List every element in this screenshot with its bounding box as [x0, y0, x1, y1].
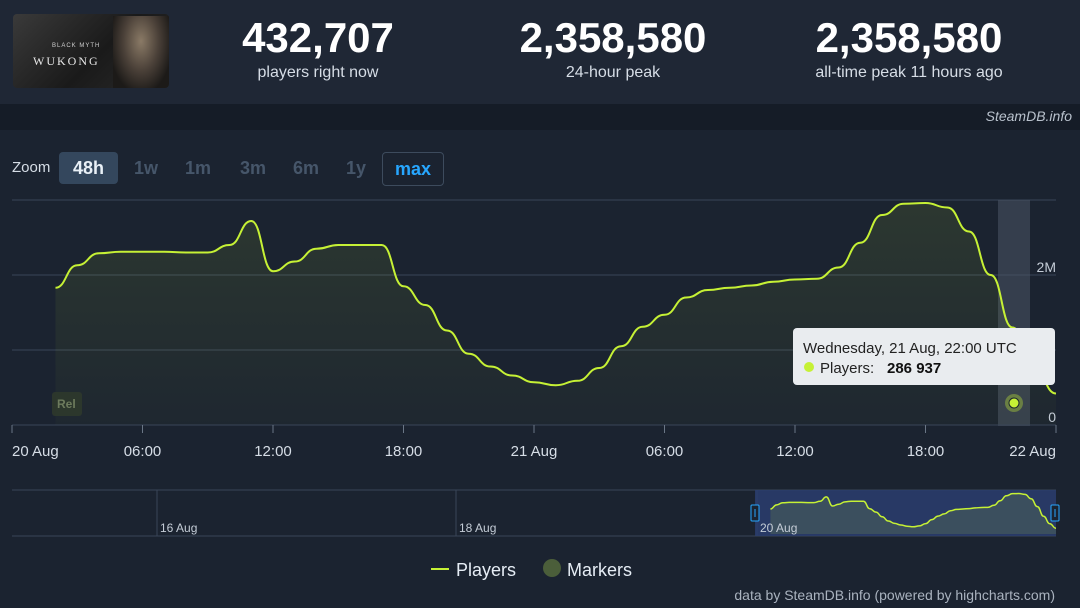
source-credit[interactable]: SteamDB.info — [985, 108, 1072, 124]
x-tick-label: 21 Aug — [511, 443, 558, 460]
release-marker-box — [52, 392, 82, 416]
zoom-3m-button[interactable]: 3m — [239, 158, 266, 178]
tooltip: Wednesday, 21 Aug, 22:00 UTC Players: 28… — [793, 328, 1055, 385]
game-logo[interactable]: BLACK MYTH WUKONG — [13, 14, 169, 88]
legend-item-players[interactable]: Players — [431, 560, 516, 580]
x-tick-label: 06:00 — [646, 443, 684, 460]
zoom-48h-button[interactable]: 48h — [59, 152, 118, 184]
players-series-line[interactable] — [55, 201, 1057, 395]
legend-markers-swatch — [543, 559, 561, 577]
x-tick-label: 18:00 — [385, 443, 423, 460]
zoom-label: Zoom — [12, 159, 51, 176]
stat-value: 432,707 — [242, 14, 394, 61]
x-tick-label: 18:00 — [907, 443, 945, 460]
header-divider — [0, 104, 1080, 130]
logo-small-text: BLACK MYTH — [52, 43, 101, 49]
stat-label: 24-hour peak — [565, 64, 661, 81]
y-axis: 0 2M — [1037, 259, 1057, 425]
x-tick-label: 12:00 — [254, 443, 292, 460]
y-tick-label: 2M — [1037, 259, 1056, 275]
zoom-1m-button[interactable]: 1m — [184, 158, 211, 178]
stat-value: 2,358,580 — [519, 14, 707, 61]
zoom-6m-button[interactable]: 6m — [292, 158, 319, 178]
legend-markers-label: Markers — [567, 560, 632, 580]
x-axis: 20 Aug 06:00 12:00 18:00 21 Aug 06:00 12:00 18:… — [11, 424, 1057, 460]
release-marker-label: Rel — [57, 397, 76, 411]
x-tick-label: 22 Aug — [1009, 443, 1056, 460]
logo-big-text: WUKONG — [33, 54, 100, 68]
stat-current-players: 432,707 players right now — [218, 14, 418, 84]
footer-credit[interactable]: data by SteamDB.info (powered by highcha… — [734, 587, 1055, 603]
tooltip-series-label: Players: — [820, 360, 874, 377]
stat-label: all-time peak 11 hours ago — [815, 64, 1003, 81]
x-tick-label: 20 Aug — [12, 443, 59, 460]
navigator-label: 20 Aug — [760, 521, 797, 535]
tooltip-box — [793, 328, 1055, 385]
stat-label: players right now — [257, 64, 379, 81]
tooltip-title: Wednesday, 21 Aug, 22:00 UTC — [803, 340, 1017, 357]
legend: Players Markers — [431, 559, 632, 580]
x-tick-label: 12:00 — [776, 443, 814, 460]
navigator-label: 16 Aug — [160, 521, 197, 535]
x-tick-label: 06:00 — [124, 443, 162, 460]
y-tick-label: 0 — [1048, 409, 1056, 425]
stat-all-time-peak: 2,358,580 all-time peak 11 hours ago — [789, 14, 1029, 84]
stat-value: 2,358,580 — [815, 14, 1003, 61]
stats-header: BLACK MYTH WUKONG 432,707 players right … — [0, 0, 1080, 104]
legend-players-label: Players — [456, 560, 516, 580]
zoom-1w-button[interactable]: 1w — [133, 158, 158, 178]
navigator[interactable]: 16 Aug 18 Aug 20 Aug — [12, 489, 1060, 537]
navigator-series-line — [770, 492, 1057, 530]
stat-24h-peak: 2,358,580 24-hour peak — [503, 14, 723, 84]
hover-point[interactable] — [1008, 397, 1020, 409]
zoom-max-button[interactable]: max — [382, 152, 444, 186]
zoom-1y-button[interactable]: 1y — [345, 158, 367, 178]
navigator-selected-range[interactable] — [755, 490, 1056, 536]
tooltip-series-dot — [804, 362, 814, 372]
legend-item-markers[interactable]: Markers — [543, 559, 632, 580]
players-area-fill — [55, 203, 1056, 425]
navigator-label: 18 Aug — [459, 521, 496, 535]
tooltip-value: 286 937 — [887, 360, 941, 377]
wukong-figure-image — [113, 16, 169, 88]
release-marker[interactable]: Rel — [52, 392, 82, 416]
